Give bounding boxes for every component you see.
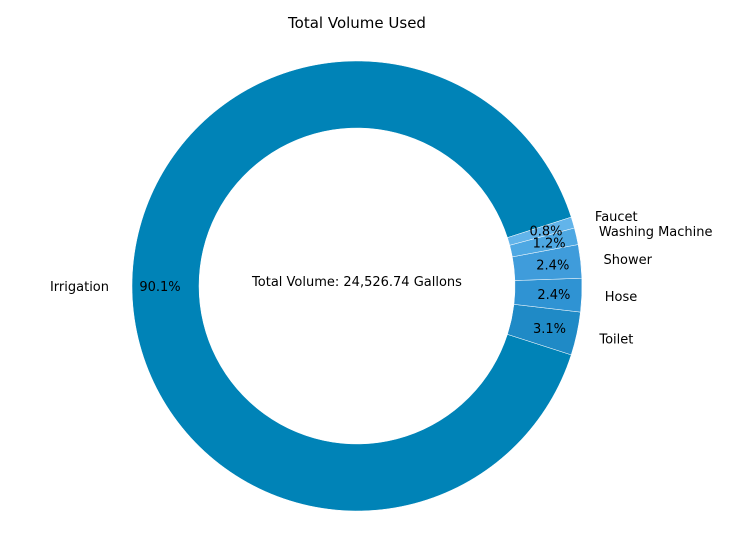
slice-labels: Irrigation Toilet Hose Shower Washing Machin… (50, 210, 713, 348)
category-label-toilet: Toilet (598, 333, 633, 348)
percent-labels: 90.1% 3.1% 2.4% 2.4% 1.2%0.8% (139, 224, 570, 336)
slice-faucet (507, 216, 575, 246)
pct-label-hose: 2.4% (537, 288, 570, 303)
center-total-label: Total Volume: 24,526.74 Gallons (251, 275, 462, 290)
pct-label-toilet: 3.1% (533, 322, 566, 337)
pct-label-shower: 2.4% (536, 258, 569, 273)
category-label-washing-machine: Washing Machine (599, 225, 713, 240)
slice-irrigation (131, 60, 572, 512)
chart-title: Total Volume Used (287, 14, 426, 32)
category-label-shower: Shower (604, 253, 653, 268)
category-label-hose: Hose (605, 290, 638, 305)
pct-label-washing-machine: 1.2% (533, 236, 566, 251)
category-label-faucet: Faucet (595, 210, 638, 225)
donut-slices (131, 60, 583, 512)
category-label-irrigation: Irrigation (50, 280, 109, 295)
pct-label-faucet: 0.8% (529, 224, 562, 239)
pct-label-irrigation: 90.1% (139, 280, 180, 295)
